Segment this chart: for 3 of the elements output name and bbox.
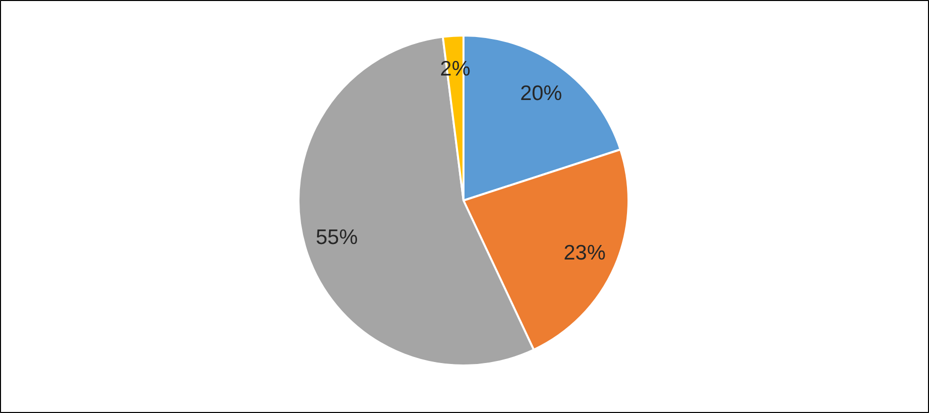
data-label: 20% [520,82,562,106]
data-label: 55% [316,226,358,249]
data-label: 23% [564,241,606,264]
